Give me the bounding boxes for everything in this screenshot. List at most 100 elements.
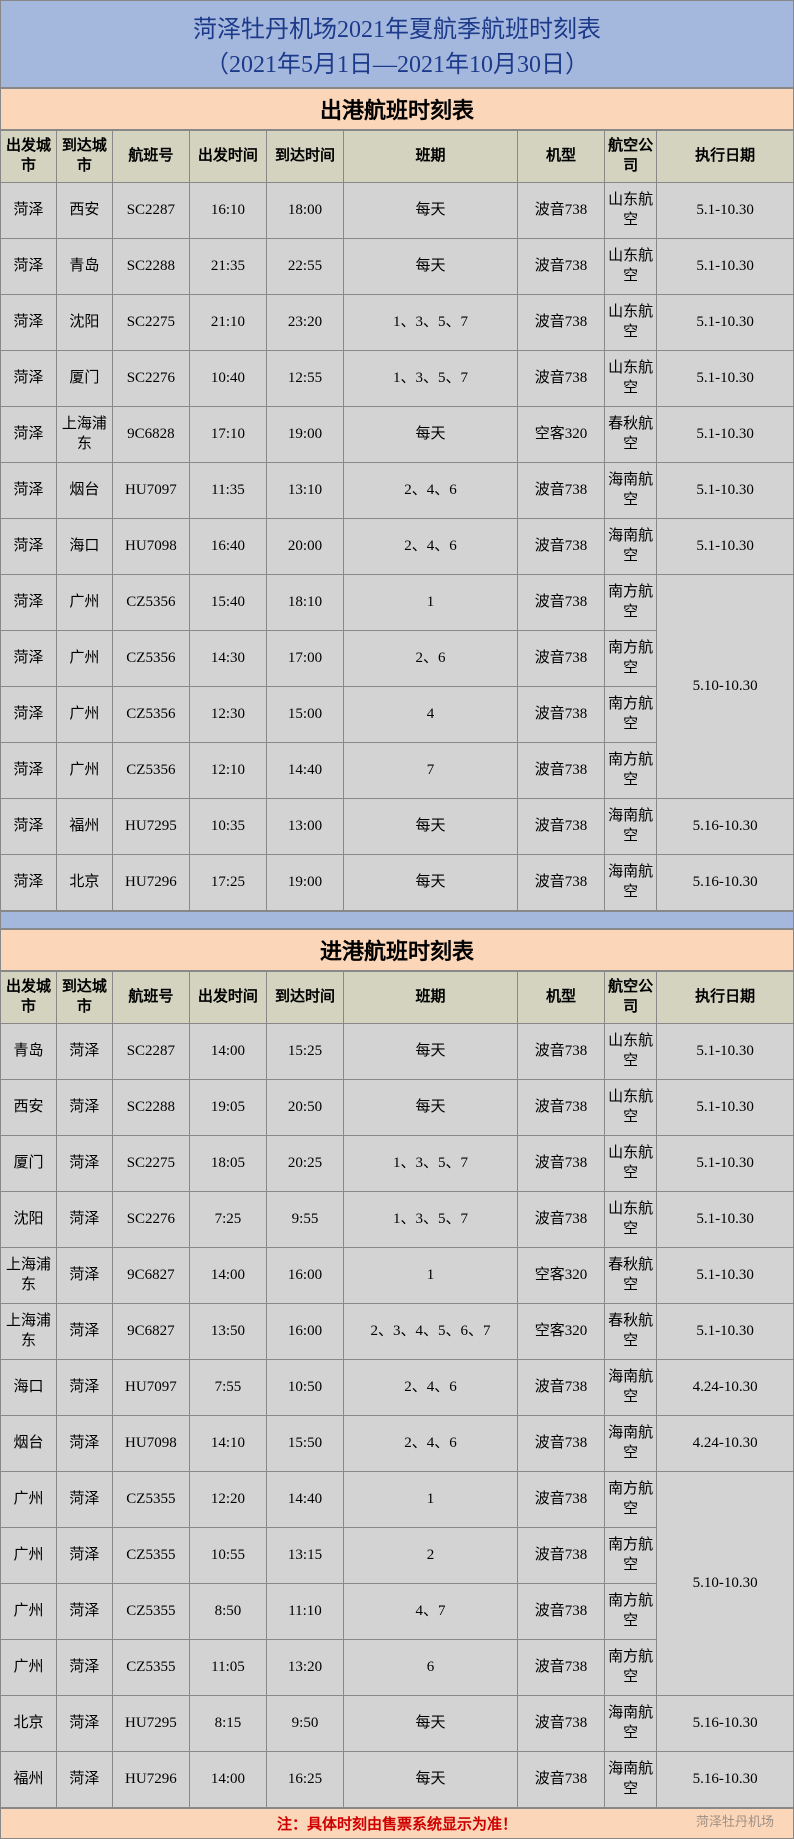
cell: 21:35 — [189, 239, 266, 295]
cell: 13:00 — [266, 799, 343, 855]
table-row: 菏泽西安SC228716:1018:00每天波音738山东航空5.1-10.30 — [1, 183, 794, 239]
cell: 菏泽 — [1, 351, 57, 407]
cell: 波音738 — [518, 687, 605, 743]
table-row: 菏泽海口HU709816:4020:002、4、6波音738海南航空5.1-10… — [1, 519, 794, 575]
cell-period: 5.1-10.30 — [657, 1248, 794, 1304]
table-row: 菏泽福州HU729510:3513:00每天波音738海南航空5.16-10.3… — [1, 799, 794, 855]
table-row: 菏泽青岛SC228821:3522:55每天波音738山东航空5.1-10.30 — [1, 239, 794, 295]
cell: 15:40 — [189, 575, 266, 631]
cell: 波音738 — [518, 295, 605, 351]
table-row: 菏泽烟台HU709711:3513:102、4、6波音738海南航空5.1-10… — [1, 463, 794, 519]
table-row: 烟台菏泽HU709814:1015:502、4、6波音738海南航空4.24-1… — [1, 1416, 794, 1472]
cell: CZ5356 — [112, 631, 189, 687]
cell: 波音738 — [518, 1416, 605, 1472]
table-row: 福州菏泽HU729614:0016:25每天波音738海南航空5.16-10.3… — [1, 1752, 794, 1808]
arrivals-body: 青岛菏泽SC228714:0015:25每天波音738山东航空5.1-10.30… — [1, 1024, 794, 1808]
header-days: 班期 — [344, 131, 518, 183]
cell: 7 — [344, 743, 518, 799]
cell: 菏泽 — [56, 1136, 112, 1192]
cell: 波音738 — [518, 1080, 605, 1136]
cell: HU7098 — [112, 1416, 189, 1472]
table-row: 菏泽北京HU729617:2519:00每天波音738海南航空5.16-10.3… — [1, 855, 794, 911]
cell: 波音738 — [518, 743, 605, 799]
cell: 12:20 — [189, 1472, 266, 1528]
cell: 14:00 — [189, 1024, 266, 1080]
cell: 山东航空 — [605, 351, 657, 407]
cell: 13:50 — [189, 1304, 266, 1360]
cell: 南方航空 — [605, 1528, 657, 1584]
cell-period: 5.16-10.30 — [657, 1696, 794, 1752]
cell: 波音738 — [518, 1584, 605, 1640]
cell: 9C6827 — [112, 1248, 189, 1304]
cell: 8:50 — [189, 1584, 266, 1640]
cell: 18:05 — [189, 1136, 266, 1192]
cell-period: 4.24-10.30 — [657, 1360, 794, 1416]
cell: SC2287 — [112, 1024, 189, 1080]
cell-period: 5.1-10.30 — [657, 351, 794, 407]
cell: 春秋航空 — [605, 1248, 657, 1304]
arrivals-table: 出发城市 到达城市 航班号 出发时间 到达时间 班期 机型 航空公司 执行日期 … — [0, 971, 794, 1808]
cell: 菏泽 — [56, 1304, 112, 1360]
cell: 空客320 — [518, 1248, 605, 1304]
arrivals-header: 出发城市 到达城市 航班号 出发时间 到达时间 班期 机型 航空公司 执行日期 — [1, 972, 794, 1024]
table-row: 沈阳菏泽SC22767:259:551、3、5、7波音738山东航空5.1-10… — [1, 1192, 794, 1248]
table-row: 菏泽上海浦东9C682817:1019:00每天空客320春秋航空5.1-10.… — [1, 407, 794, 463]
cell: 菏泽 — [56, 1528, 112, 1584]
cell: 11:10 — [266, 1584, 343, 1640]
cell: 12:55 — [266, 351, 343, 407]
cell: 春秋航空 — [605, 407, 657, 463]
cell: 1、3、5、7 — [344, 1136, 518, 1192]
cell: 波音738 — [518, 1136, 605, 1192]
header-period: 执行日期 — [657, 972, 794, 1024]
cell: 2、6 — [344, 631, 518, 687]
cell: 山东航空 — [605, 183, 657, 239]
header-dep: 出发时间 — [189, 131, 266, 183]
header-flight: 航班号 — [112, 131, 189, 183]
cell: 上海浦东 — [56, 407, 112, 463]
cell: 西安 — [1, 1080, 57, 1136]
cell: 菏泽 — [1, 743, 57, 799]
cell: 17:00 — [266, 631, 343, 687]
cell-period: 5.1-10.30 — [657, 407, 794, 463]
cell: 13:10 — [266, 463, 343, 519]
cell: 菏泽 — [56, 1192, 112, 1248]
cell: 青岛 — [1, 1024, 57, 1080]
table-row: 广州菏泽CZ535512:2014:401波音738南方航空5.10-10.30 — [1, 1472, 794, 1528]
cell: 厦门 — [1, 1136, 57, 1192]
cell: 厦门 — [56, 351, 112, 407]
cell: 菏泽 — [56, 1696, 112, 1752]
cell: 波音738 — [518, 519, 605, 575]
cell: 青岛 — [56, 239, 112, 295]
cell: 山东航空 — [605, 295, 657, 351]
header-plane: 机型 — [518, 131, 605, 183]
page-title: 菏泽牡丹机场2021年夏航季航班时刻表 （2021年5月1日—2021年10月3… — [0, 0, 794, 88]
cell: 菏泽 — [56, 1024, 112, 1080]
cell: 15:00 — [266, 687, 343, 743]
cell: 波音738 — [518, 1360, 605, 1416]
cell: 16:00 — [266, 1248, 343, 1304]
cell: 北京 — [1, 1696, 57, 1752]
cell: 波音738 — [518, 1640, 605, 1696]
table-row: 海口菏泽HU70977:5510:502、4、6波音738海南航空4.24-10… — [1, 1360, 794, 1416]
table-row: 青岛菏泽SC228714:0015:25每天波音738山东航空5.1-10.30 — [1, 1024, 794, 1080]
cell: SC2275 — [112, 1136, 189, 1192]
cell: 16:40 — [189, 519, 266, 575]
cell: 菏泽 — [56, 1360, 112, 1416]
cell: 16:25 — [266, 1752, 343, 1808]
table-row: 厦门菏泽SC227518:0520:251、3、5、7波音738山东航空5.1-… — [1, 1136, 794, 1192]
cell-period: 5.16-10.30 — [657, 799, 794, 855]
cell: 上海浦东 — [1, 1248, 57, 1304]
cell: 19:00 — [266, 407, 343, 463]
cell: 波音738 — [518, 1024, 605, 1080]
header-days: 班期 — [344, 972, 518, 1024]
cell: HU7098 — [112, 519, 189, 575]
cell: SC2287 — [112, 183, 189, 239]
cell: SC2288 — [112, 239, 189, 295]
cell: 17:10 — [189, 407, 266, 463]
cell: 沈阳 — [56, 295, 112, 351]
cell: 菏泽 — [56, 1416, 112, 1472]
cell: 山东航空 — [605, 239, 657, 295]
cell: 广州 — [56, 743, 112, 799]
cell: CZ5355 — [112, 1528, 189, 1584]
cell: 烟台 — [56, 463, 112, 519]
